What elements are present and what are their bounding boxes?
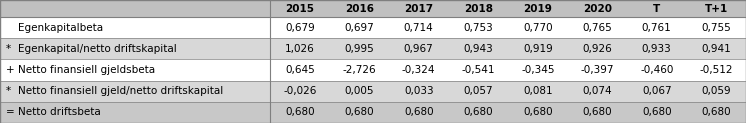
Bar: [0, 17, 746, 38]
Text: 0,761: 0,761: [642, 23, 671, 33]
Text: T: T: [653, 3, 660, 14]
Text: -0,397: -0,397: [580, 65, 614, 75]
Text: 0,680: 0,680: [285, 107, 315, 117]
Bar: [0, 38, 746, 59]
Text: 0,714: 0,714: [404, 23, 433, 33]
Text: 0,081: 0,081: [523, 86, 553, 96]
Text: *: *: [6, 44, 11, 54]
Text: 0,645: 0,645: [285, 65, 315, 75]
Text: 0,074: 0,074: [583, 86, 612, 96]
Text: +: +: [6, 65, 15, 75]
Text: 0,680: 0,680: [523, 107, 553, 117]
Text: 0,680: 0,680: [583, 107, 612, 117]
Bar: [0, 81, 746, 102]
Text: 0,680: 0,680: [463, 107, 493, 117]
Text: 0,680: 0,680: [404, 107, 433, 117]
Text: 0,919: 0,919: [523, 44, 553, 54]
Text: 0,967: 0,967: [404, 44, 433, 54]
Text: 0,765: 0,765: [583, 23, 612, 33]
Text: 0,770: 0,770: [523, 23, 553, 33]
Text: 0,753: 0,753: [463, 23, 493, 33]
Text: -0,512: -0,512: [700, 65, 733, 75]
Text: 2019: 2019: [523, 3, 552, 14]
Text: Egenkapital/netto driftskapital: Egenkapital/netto driftskapital: [18, 44, 177, 54]
Text: 2017: 2017: [404, 3, 433, 14]
Bar: [0, 59, 746, 81]
Text: T+1: T+1: [705, 3, 728, 14]
Text: 1,026: 1,026: [285, 44, 315, 54]
Text: *: *: [6, 86, 11, 96]
Text: Netto driftsbeta: Netto driftsbeta: [18, 107, 101, 117]
Text: -0,324: -0,324: [402, 65, 436, 75]
Text: 0,057: 0,057: [463, 86, 493, 96]
Text: 0,059: 0,059: [701, 86, 731, 96]
Text: 0,680: 0,680: [345, 107, 374, 117]
Text: 2020: 2020: [583, 3, 612, 14]
Bar: [0, 102, 746, 123]
Text: -0,541: -0,541: [462, 65, 495, 75]
Text: -2,726: -2,726: [342, 65, 376, 75]
Text: -0,026: -0,026: [283, 86, 316, 96]
Text: 0,943: 0,943: [463, 44, 493, 54]
Text: -0,460: -0,460: [640, 65, 674, 75]
Text: Egenkapitalbeta: Egenkapitalbeta: [18, 23, 103, 33]
Text: 0,005: 0,005: [345, 86, 374, 96]
Text: 0,679: 0,679: [285, 23, 315, 33]
Text: 0,033: 0,033: [404, 86, 433, 96]
Text: Netto finansiell gjeldsbeta: Netto finansiell gjeldsbeta: [18, 65, 155, 75]
Text: 0,995: 0,995: [345, 44, 374, 54]
Text: 0,755: 0,755: [701, 23, 731, 33]
Text: 0,067: 0,067: [642, 86, 671, 96]
Text: -0,345: -0,345: [521, 65, 554, 75]
Bar: [0, 0, 746, 17]
Text: 2016: 2016: [345, 3, 374, 14]
Text: 2018: 2018: [464, 3, 493, 14]
Text: 0,697: 0,697: [345, 23, 374, 33]
Text: 0,933: 0,933: [642, 44, 671, 54]
Text: 2015: 2015: [285, 3, 314, 14]
Text: 0,941: 0,941: [701, 44, 731, 54]
Text: 0,680: 0,680: [642, 107, 671, 117]
Text: 0,680: 0,680: [701, 107, 731, 117]
Text: Netto finansiell gjeld/netto driftskapital: Netto finansiell gjeld/netto driftskapit…: [18, 86, 223, 96]
Text: =: =: [6, 107, 15, 117]
Text: 0,926: 0,926: [583, 44, 612, 54]
